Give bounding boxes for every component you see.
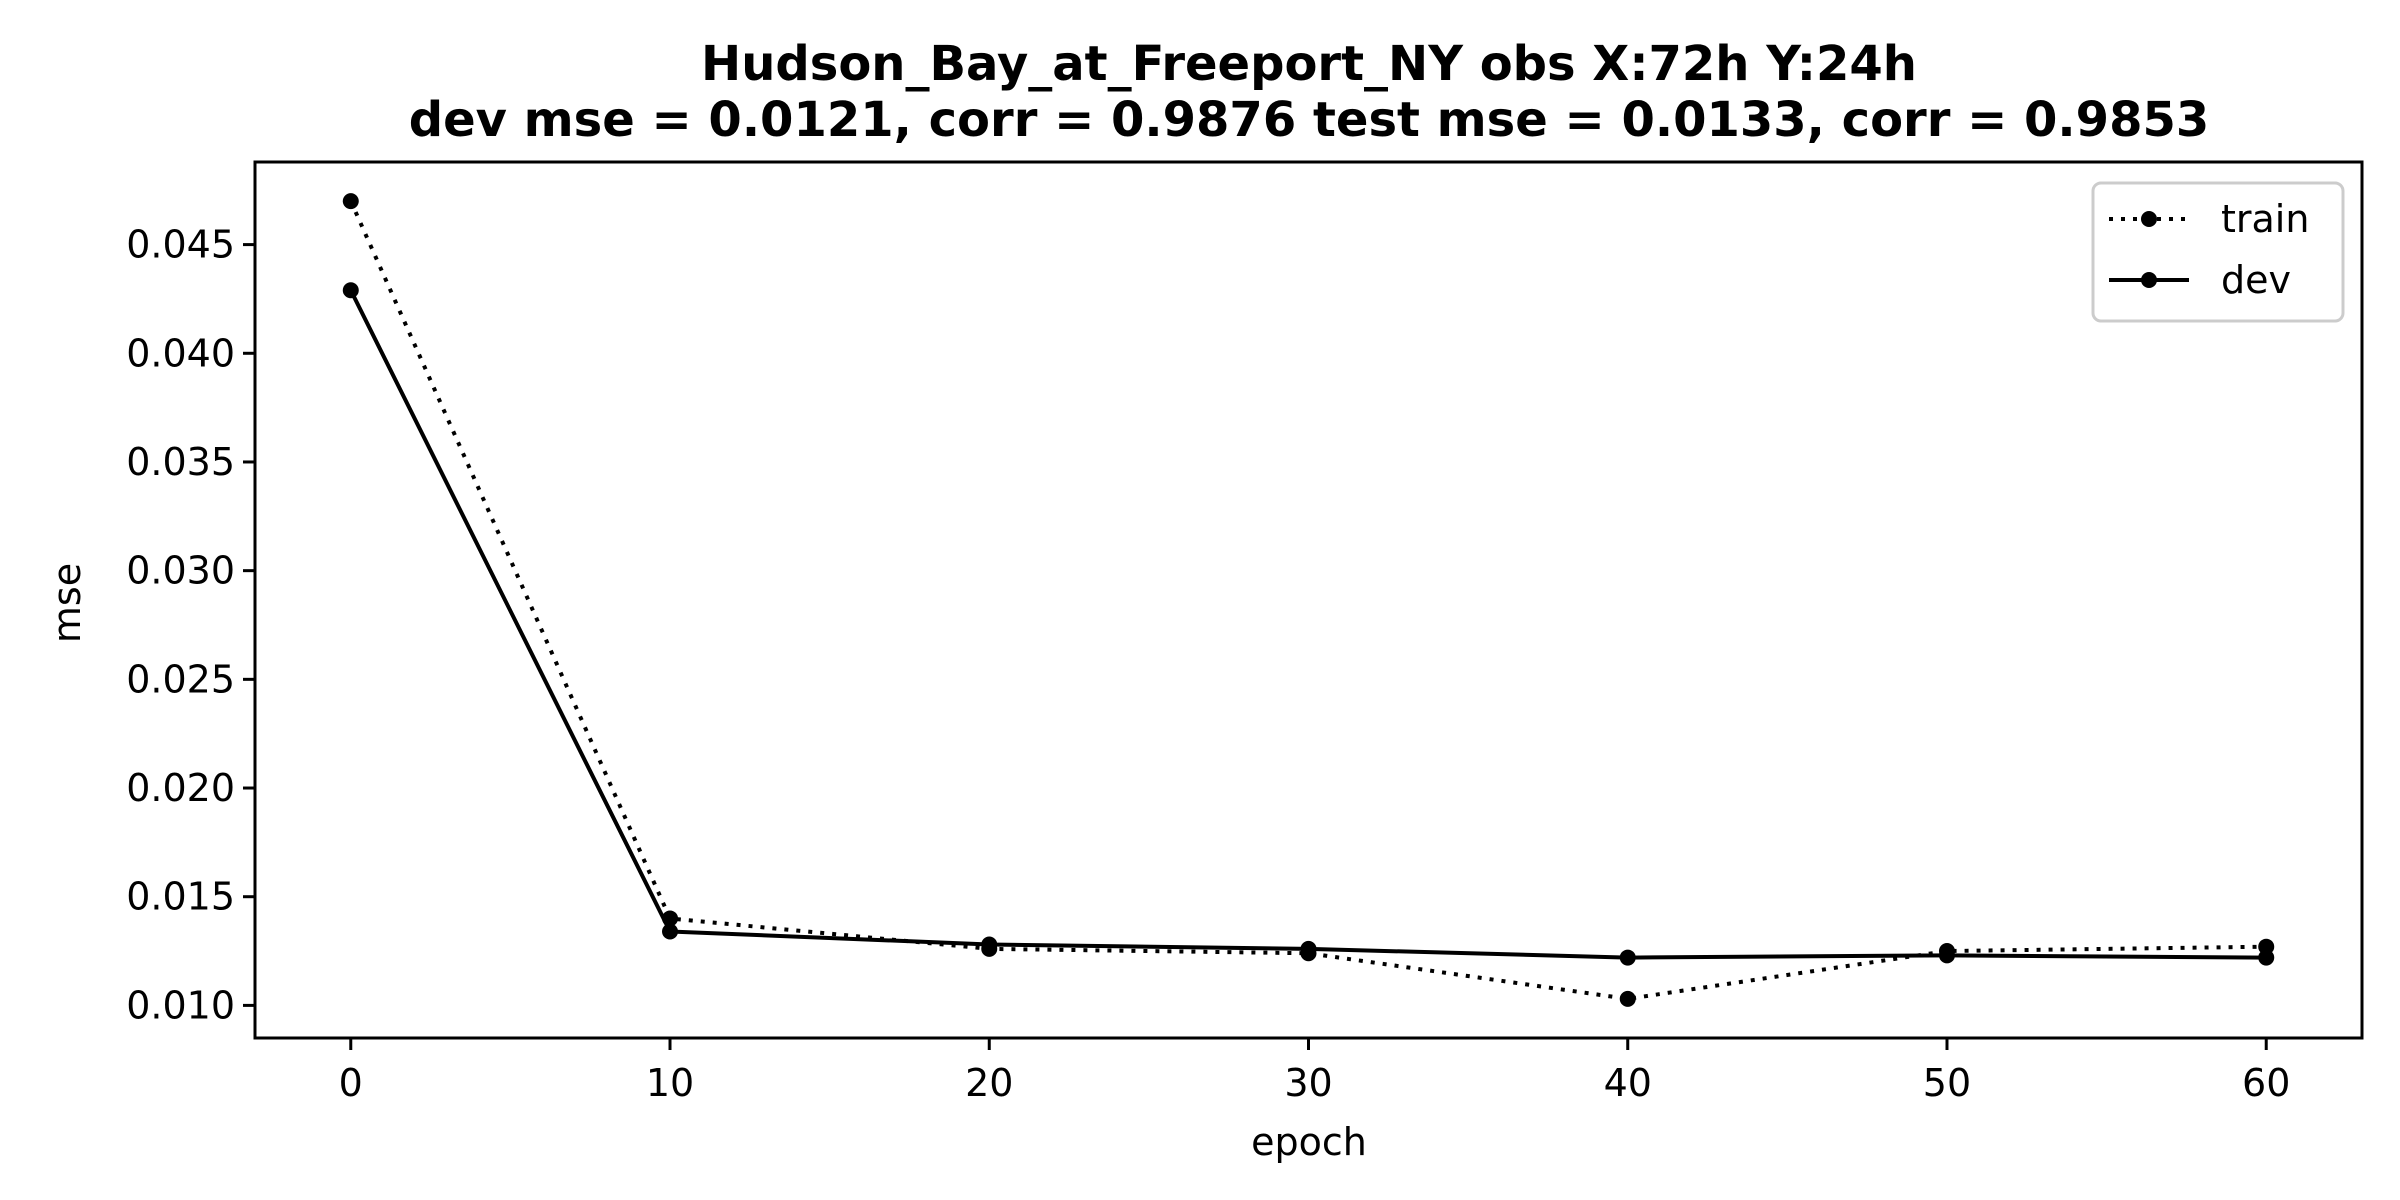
- legend-dev-label: dev: [2221, 258, 2291, 302]
- data-point-train: [1619, 990, 1636, 1007]
- data-point-dev: [342, 282, 359, 299]
- series-line-dev: [348, 289, 2267, 960]
- legend-train-marker: [2141, 211, 2157, 227]
- x-tick-label: 40: [1604, 1061, 1652, 1105]
- chart-title-line2: dev mse = 0.0121, corr = 0.9876 test mse…: [409, 92, 2210, 148]
- plot-area-frame: [253, 160, 2364, 1040]
- x-tick-label: 50: [1923, 1061, 1971, 1105]
- chart-title-line1: Hudson_Bay_at_Freeport_NY obs X:72h Y:24…: [701, 36, 1917, 92]
- x-tick-label: 60: [2242, 1061, 2290, 1105]
- y-axis-label: mse: [45, 563, 89, 643]
- series-lines: [342, 193, 2275, 1007]
- data-point-dev: [1938, 947, 1955, 964]
- y-tick-label: 0.010: [126, 983, 235, 1027]
- data-point-dev: [1619, 949, 1636, 966]
- data-point-train: [342, 193, 359, 210]
- data-point-dev: [662, 923, 679, 940]
- y-tick-label: 0.045: [126, 223, 235, 267]
- x-tick-label: 30: [1284, 1061, 1332, 1105]
- series-line-train: [348, 200, 2267, 1001]
- y-tick-label: 0.020: [126, 766, 235, 810]
- y-tick-label: 0.040: [126, 331, 235, 375]
- y-tick-label: 0.035: [126, 440, 235, 484]
- data-point-dev: [1300, 940, 1317, 957]
- y-tick-label: 0.015: [126, 875, 235, 919]
- data-point-dev: [2258, 949, 2275, 966]
- legend: train dev: [2091, 181, 2345, 323]
- x-tick-label: 20: [965, 1061, 1013, 1105]
- y-tick-label: 0.030: [126, 549, 235, 593]
- y-tick-label: 0.025: [126, 657, 235, 701]
- data-point-dev: [981, 936, 998, 953]
- legend-dev-marker: [2141, 272, 2157, 288]
- x-tick-label: 0: [339, 1061, 363, 1105]
- axis-ticks: 0 10 20 30 40 50 60 0.010 0.015 0.020 0.025 0.030 0.…: [126, 223, 2290, 1105]
- x-axis-label: epoch: [1251, 1120, 1367, 1164]
- x-tick-label: 10: [646, 1061, 694, 1105]
- legend-train-label: train: [2221, 197, 2309, 241]
